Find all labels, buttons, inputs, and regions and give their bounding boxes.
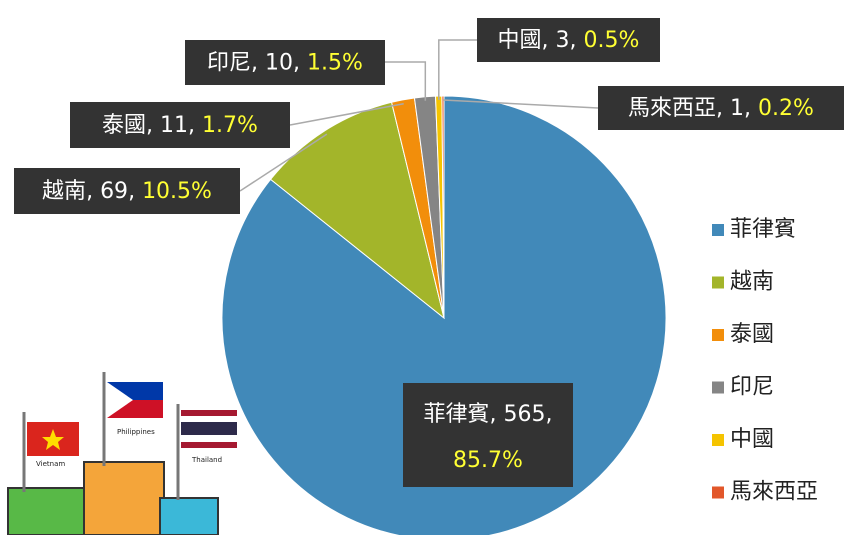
legend-label: 菲律賓 [730, 217, 796, 242]
legend-label: 中國 [730, 427, 774, 452]
leader-line [289, 103, 404, 126]
label-category: 菲律賓 [423, 402, 489, 427]
flag-thailand [181, 422, 237, 435]
separator: , [546, 402, 553, 427]
label-category: 泰國 [102, 113, 146, 138]
label-percent: 10.5% [142, 179, 212, 204]
label-value: 69 [100, 179, 128, 204]
separator: , [128, 179, 135, 204]
data-label: 馬來西亞, 1, 0.2% [628, 96, 814, 121]
separator [751, 96, 758, 121]
label-box [70, 102, 290, 148]
label-box [403, 383, 573, 487]
separator: , [188, 113, 195, 138]
flag-caption: Thailand [191, 456, 222, 464]
data-label: 印尼, 10, 1.5% [207, 51, 363, 76]
label-percent: 1.5% [307, 51, 363, 76]
flag-thailand [181, 410, 237, 416]
flag-caption: Philippines [117, 428, 155, 436]
separator: , [744, 96, 751, 121]
legend-label: 越南 [730, 270, 774, 295]
separator [577, 28, 584, 53]
label-category: 馬來西亞 [628, 96, 716, 121]
pie-slice [441, 95, 445, 319]
data-label: 越南, 69, 10.5% [42, 179, 212, 204]
separator [300, 51, 307, 76]
leader-line [438, 39, 477, 101]
legend-label: 馬來西亞 [730, 480, 818, 505]
label-value: 3 [556, 28, 570, 53]
separator: , [146, 113, 160, 138]
data-label: 中國, 3, 0.5% [498, 28, 640, 53]
leader-line [385, 61, 427, 101]
flag-philippines [107, 382, 133, 418]
separator: , [570, 28, 577, 53]
label-category: 越南 [42, 179, 86, 204]
legend-swatch [712, 486, 724, 499]
label-value: 10 [265, 51, 293, 76]
podium-illustration: Vietnam Philippines Thailand [7, 372, 237, 535]
legend-swatch [712, 224, 724, 236]
label-box [598, 86, 844, 130]
label-category: 印尼 [207, 51, 251, 76]
label-box [185, 40, 385, 85]
leader-line [239, 133, 328, 192]
separator [195, 113, 202, 138]
data-label: 泰國, 11, 1.7% [102, 113, 258, 138]
separator: , [86, 179, 100, 204]
separator: , [293, 51, 300, 76]
label-percent: 0.5% [584, 28, 640, 53]
separator: , [542, 28, 556, 53]
legend-swatch [712, 329, 724, 341]
flag-thailand [181, 442, 237, 448]
pie-slice [269, 101, 445, 320]
data-label: 菲律賓, 565, [423, 402, 552, 427]
podium-first [83, 461, 165, 535]
label-percent: 1.7% [202, 113, 258, 138]
label-value: 11 [160, 113, 188, 138]
label-value: 565 [504, 402, 546, 427]
separator: , [490, 402, 504, 427]
label-box [477, 18, 660, 62]
flag-star [42, 429, 64, 450]
separator: , [251, 51, 265, 76]
label-percent: 0.2% [758, 96, 814, 121]
flag-caption: Vietnam [36, 460, 65, 468]
data-label: 85.7% [453, 448, 523, 473]
label-category: 中國 [498, 28, 542, 53]
podium-second [7, 487, 87, 535]
legend-swatch [712, 381, 724, 394]
separator: , [716, 96, 730, 121]
label-box [14, 168, 240, 214]
legend-swatch [712, 276, 724, 289]
legend-swatch [712, 434, 724, 446]
label-value: 1 [730, 96, 744, 121]
leader-line [442, 99, 599, 109]
legend-label: 泰國 [730, 322, 774, 347]
podium-third [159, 497, 219, 535]
separator [135, 179, 142, 204]
legend-label: 印尼 [730, 375, 774, 400]
